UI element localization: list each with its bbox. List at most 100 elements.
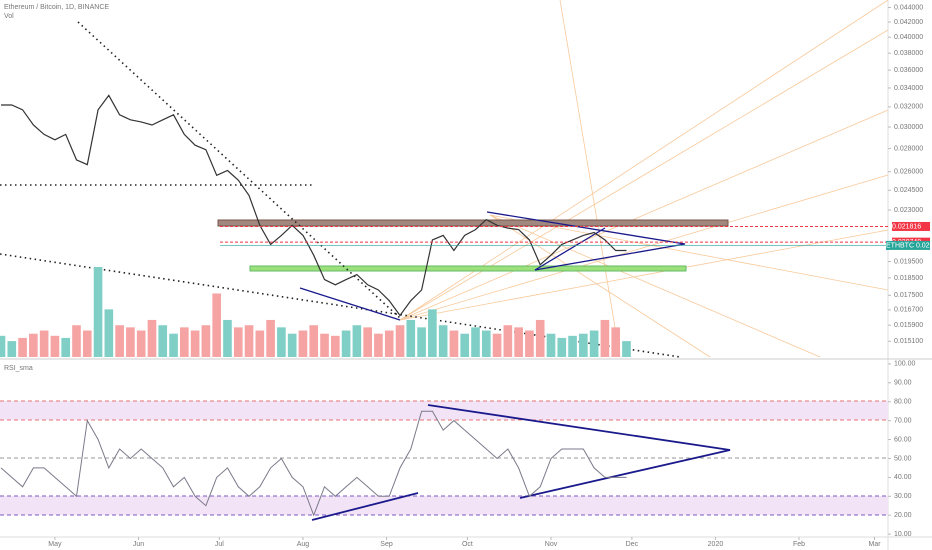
y-tick-label: 0.015100 xyxy=(894,338,923,345)
volume-bar xyxy=(622,341,631,357)
y-tick-label: 0.030000 xyxy=(894,124,923,131)
x-tick-label: Nov xyxy=(545,541,558,548)
volume-bar xyxy=(223,319,232,357)
y-tick-label: 0.036000 xyxy=(894,67,923,74)
volume-bar xyxy=(309,325,319,357)
volume-bar xyxy=(212,293,221,357)
y-tick-label: 0.016700 xyxy=(894,307,923,314)
volume-bar xyxy=(50,335,60,357)
volume-bar xyxy=(104,309,114,357)
y2-tick-label: 60.00 xyxy=(894,436,912,443)
volume-bar xyxy=(492,333,502,357)
volume-bar xyxy=(0,335,6,357)
y-tick-label: 0.018500 xyxy=(894,275,923,282)
y-tick-label: 0.017500 xyxy=(894,292,923,299)
y-tick-label: 0.042000 xyxy=(894,19,923,26)
y-tick-label: 0.038000 xyxy=(894,50,923,57)
y2-tick-label: 90.00 xyxy=(894,380,912,387)
y2-tick-label: 100.00 xyxy=(894,361,916,368)
volume-bar xyxy=(93,267,103,357)
x-tick-label: Dec xyxy=(626,541,639,548)
triangle xyxy=(486,211,686,271)
volume-bar xyxy=(61,337,71,357)
price-level-box xyxy=(886,240,930,250)
y2-tick-label: 70.00 xyxy=(894,417,912,424)
volume-bar xyxy=(525,330,534,357)
volume-bar xyxy=(589,330,599,357)
resistance-zone xyxy=(217,219,729,227)
volume-bar xyxy=(72,325,81,357)
y2-tick-label: 80.00 xyxy=(894,399,912,406)
rsi-guides xyxy=(0,400,888,516)
x-tick-label: 2020 xyxy=(708,541,724,548)
volume-bar xyxy=(190,330,200,357)
y-tick-label: 0.032000 xyxy=(894,104,923,111)
volume-bar xyxy=(115,325,124,357)
volume-bar xyxy=(428,309,437,357)
volume-bar xyxy=(600,319,610,357)
fan-line xyxy=(399,174,889,321)
volume-bar xyxy=(277,327,286,357)
volume-bar xyxy=(244,325,254,357)
fan-line xyxy=(489,214,821,358)
volume-bar xyxy=(460,333,470,357)
y2-tick-label: 20.00 xyxy=(894,512,912,519)
fan-line xyxy=(489,214,711,358)
rsi-triangle xyxy=(427,404,731,499)
volume-bar xyxy=(611,327,621,357)
y2-tick-label: 10.00 xyxy=(894,531,912,538)
y-tick-label: 0.024500 xyxy=(894,187,923,194)
rsi-trendline xyxy=(311,492,419,521)
volume-bar xyxy=(384,330,394,357)
volume-bar xyxy=(158,325,168,357)
volume-bar xyxy=(287,333,297,357)
y-tick-label: 0.044000 xyxy=(894,4,923,11)
volume-bar xyxy=(406,319,416,357)
volume-bar xyxy=(341,330,351,357)
volume-bar xyxy=(233,327,243,357)
wedge-line xyxy=(299,287,401,321)
volume-bar xyxy=(266,319,275,357)
volume-bar xyxy=(557,337,567,357)
price-line xyxy=(1,94,627,317)
volume-label: Vol xyxy=(4,13,14,20)
rsi-label: RSI_sma xyxy=(4,365,33,372)
y-tick-label: 0.015900 xyxy=(894,322,923,329)
volume-bar xyxy=(352,325,362,357)
volume-bar xyxy=(481,330,491,357)
volume-bar xyxy=(514,327,523,357)
volume-bar xyxy=(255,330,265,357)
volume-bar xyxy=(471,327,480,357)
volume-bar xyxy=(330,335,340,357)
volume-bar xyxy=(180,327,189,357)
volume-bar xyxy=(136,330,146,357)
volume-bar xyxy=(82,330,92,357)
volume-bar xyxy=(579,333,588,357)
fan-line xyxy=(559,0,621,358)
price-level-box xyxy=(892,221,930,231)
price-level-label: 0.021816 xyxy=(892,223,921,230)
y-tick-label: 0.019500 xyxy=(894,258,923,265)
chart-title: Ethereum / Bitcoin, 1D, BINANCE xyxy=(4,4,109,11)
fan-line xyxy=(399,29,889,321)
volume-bar xyxy=(298,330,308,357)
volume-bar xyxy=(438,325,448,357)
x-tick-label: Aug xyxy=(297,541,310,548)
volume-bar xyxy=(395,325,405,357)
volume-bar xyxy=(39,330,49,357)
y-tick-label: 0.028000 xyxy=(894,145,923,152)
volume-bar xyxy=(169,333,178,357)
volume-bar xyxy=(147,319,157,357)
volume-bar xyxy=(29,333,38,357)
volume-bar xyxy=(201,325,211,357)
volume-bar xyxy=(503,325,513,357)
volume-bar xyxy=(363,327,372,357)
rsi-band-low xyxy=(0,496,888,515)
volume-bar xyxy=(546,333,556,357)
fan-line xyxy=(399,109,889,321)
volume-bar xyxy=(449,330,459,357)
rsi-band-high xyxy=(0,401,888,420)
volume-bar xyxy=(535,319,545,357)
volume-bar xyxy=(374,333,383,357)
fib-fan xyxy=(399,0,889,358)
